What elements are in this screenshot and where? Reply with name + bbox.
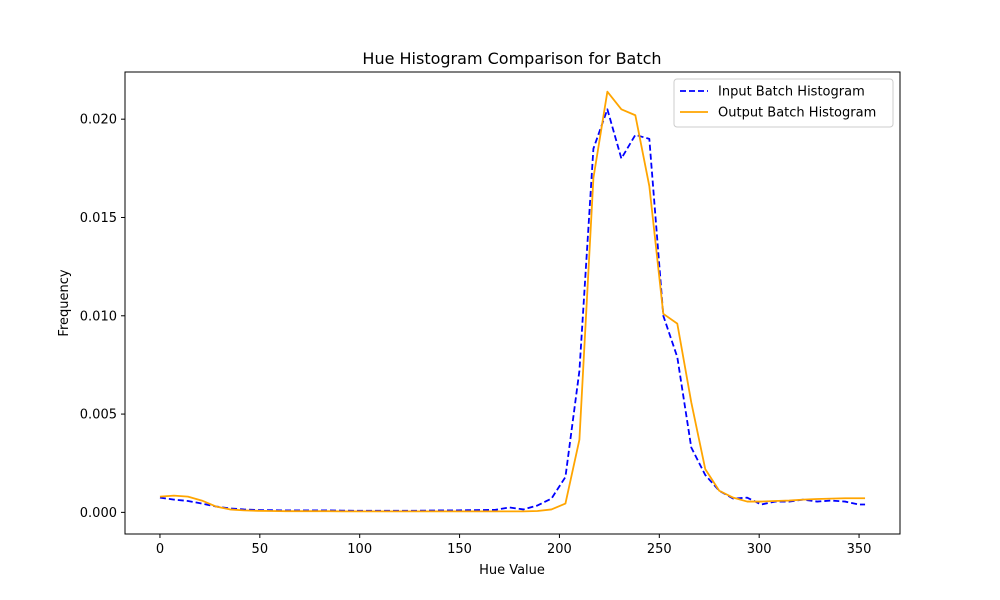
series-layer [159, 90, 866, 513]
x-tick-label: 200 [547, 542, 572, 557]
x-tick-label: 100 [347, 542, 372, 557]
x-axis-label: Hue Value [479, 563, 545, 578]
legend: Input Batch Histogram Output Batch Histog… [673, 78, 894, 128]
x-axis: 0 50 100 150 200 250 300 350 [156, 534, 872, 557]
x-tick-label: 50 [252, 542, 269, 557]
legend-label: Output Batch Histogram [718, 106, 876, 121]
x-tick-label: 0 [156, 542, 164, 557]
y-axis-label: Frequency [57, 269, 72, 336]
x-tick-label: 150 [447, 542, 472, 557]
y-axis: 0.000 0.005 0.010 0.015 0.020 [80, 113, 125, 521]
y-tick-label: 0.010 [80, 309, 117, 324]
legend-box [673, 78, 894, 128]
y-tick-label: 0.005 [80, 408, 117, 423]
y-tick-label: 0.015 [80, 211, 117, 226]
chart-title: Hue Histogram Comparison for Batch [362, 49, 661, 68]
plot-frame [124, 71, 901, 535]
x-tick-label: 300 [747, 542, 772, 557]
legend-label: Input Batch Histogram [718, 85, 865, 100]
y-tick-label: 0.000 [80, 506, 117, 521]
x-tick-label: 350 [847, 542, 872, 557]
x-tick-label: 250 [647, 542, 672, 557]
series-line-input [159, 108, 866, 512]
series-line-output [159, 90, 866, 513]
y-tick-label: 0.020 [80, 113, 117, 128]
